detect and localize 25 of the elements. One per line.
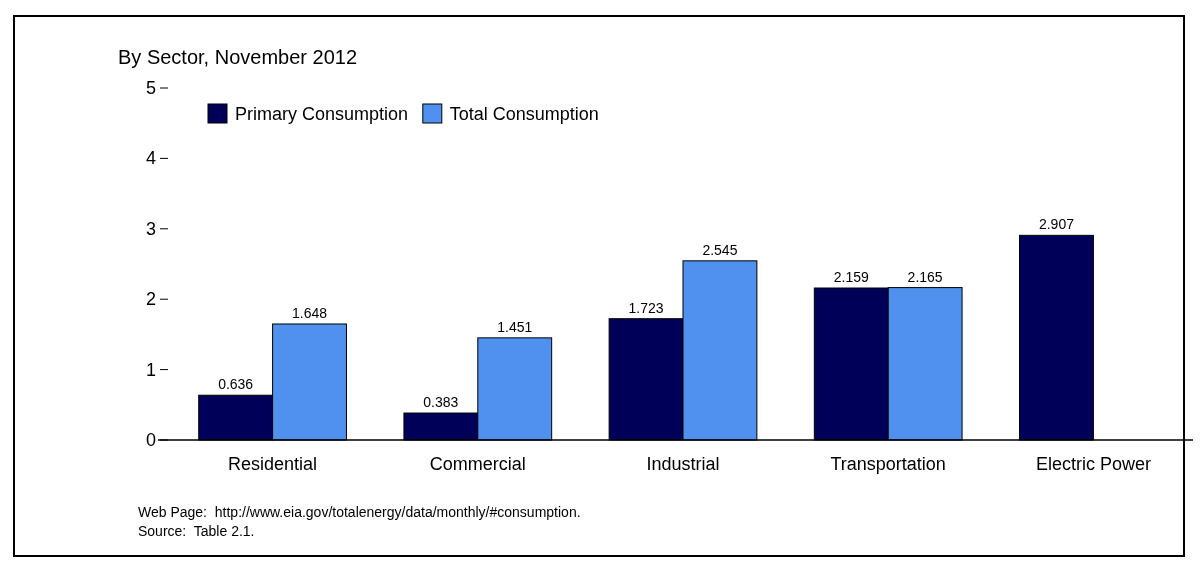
data-label: 1.723 — [628, 299, 664, 316]
source-note: Source: Table 2.1. — [138, 523, 255, 539]
y-tick-label: 2 — [145, 289, 156, 310]
y-tick-label: 5 — [145, 78, 156, 98]
data-label: 0.636 — [218, 376, 254, 393]
x-tick-label: Commercial — [429, 454, 526, 474]
x-tick-label: Transportation — [830, 454, 946, 474]
x-tick-label: Electric Power — [1035, 454, 1151, 474]
legend-label: Total Consumption — [449, 104, 599, 124]
x-tick-label: Residential — [228, 454, 318, 474]
data-label: 0.383 — [423, 394, 459, 411]
legend-label: Primary Consumption — [235, 104, 409, 124]
data-label: 2.165 — [907, 268, 943, 285]
y-tick-label: 4 — [145, 148, 156, 169]
data-label: 2.545 — [702, 241, 738, 258]
chart-subtitle: By Sector, November 2012 — [118, 46, 358, 68]
y-tick-label: 1 — [145, 359, 156, 380]
text: Web Page: http://www.eia.gov/totalenergy/data/monthly/#consumption. — [138, 504, 581, 520]
y-tick-label: 3 — [145, 218, 156, 239]
data-label: 1.648 — [292, 304, 328, 321]
data-label: 2.907 — [1038, 216, 1075, 233]
data-label: 2.159 — [833, 269, 869, 286]
y-tick-label: 0 — [145, 430, 156, 450]
data-label: 1.451 — [497, 318, 533, 335]
x-tick-label: Industrial — [646, 454, 720, 474]
